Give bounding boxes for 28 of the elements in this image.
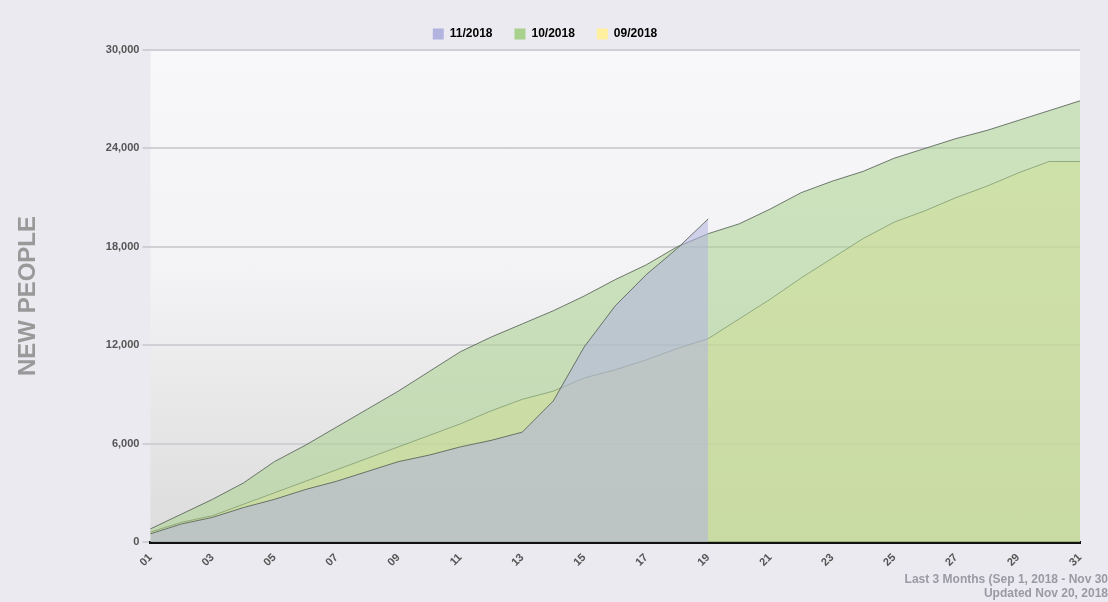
legend-label: 10/2018 [531, 26, 576, 41]
x-tick-label: 19 [694, 550, 712, 568]
y-tick-label: 18,000 [105, 239, 140, 252]
y-tick-label: 30,000 [105, 43, 140, 56]
x-tick-label: 29 [1004, 550, 1022, 568]
y-axis-title: NEW PEOPLE [13, 215, 41, 377]
text: Last 3 Months (Sep 1, 2018 - Nov 30 [904, 572, 1108, 586]
x-tick-label: 21 [756, 550, 774, 568]
y-tick-label: 0 [133, 535, 140, 548]
x-tick-label: 09 [384, 550, 402, 568]
legend-label: 11/2018 [449, 26, 493, 41]
legend-label: 09/2018 [613, 26, 658, 41]
x-tick-label: 01 [136, 550, 154, 568]
x-tick-label: 11 [447, 550, 464, 568]
x-tick-label: 23 [818, 550, 836, 568]
y-tick-label: 24,000 [105, 141, 140, 154]
text: Updated Nov 20, 2018 [982, 586, 1108, 600]
y-tick-label: 12,000 [105, 338, 140, 351]
x-tick-label: 27 [942, 550, 960, 568]
x-tick-label: 07 [322, 550, 340, 568]
x-tick-label: 31 [1066, 550, 1084, 568]
x-tick-label: 15 [570, 550, 588, 568]
x-tick-label: 17 [632, 550, 650, 568]
y-tick-label: 6,000 [111, 436, 140, 449]
x-tick-label: 13 [508, 550, 526, 568]
x-tick-label: 03 [198, 550, 216, 568]
x-tick-label: 05 [260, 550, 278, 568]
x-tick-label: 25 [880, 550, 898, 568]
